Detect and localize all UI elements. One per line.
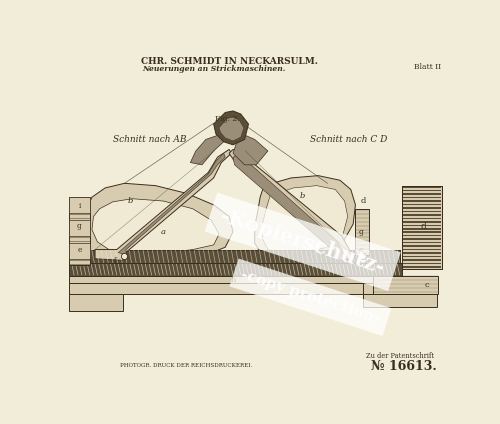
Bar (90, 250, 354, 263)
Text: Schnitt nach C D: Schnitt nach C D (310, 135, 388, 144)
Bar (363, 283, 437, 294)
Bar (68, 263, 402, 276)
Text: -copy protection-: -copy protection- (239, 268, 382, 326)
Polygon shape (229, 149, 353, 260)
Bar (363, 294, 437, 307)
Bar (402, 214, 442, 216)
Polygon shape (233, 153, 347, 260)
Polygon shape (190, 134, 224, 165)
Bar (402, 221, 442, 223)
Text: d: d (421, 222, 426, 231)
Text: b: b (300, 192, 306, 200)
Text: f: f (114, 257, 116, 265)
Text: i: i (78, 202, 80, 210)
Polygon shape (95, 149, 232, 260)
Bar (402, 232, 442, 233)
Text: № 16613.: № 16613. (370, 360, 436, 373)
Text: e: e (358, 245, 363, 254)
Text: d: d (360, 197, 366, 205)
Bar (372, 276, 438, 294)
Bar (68, 197, 90, 265)
Bar (68, 220, 90, 236)
Bar (402, 249, 442, 250)
Polygon shape (254, 176, 356, 260)
Text: Blatt II: Blatt II (414, 63, 440, 71)
Bar (354, 250, 401, 263)
Polygon shape (92, 199, 219, 254)
Bar (402, 186, 442, 269)
Bar (68, 197, 90, 212)
Bar (402, 190, 442, 191)
Polygon shape (214, 111, 248, 145)
Text: CHR. SCHMIDT IN NECKARSULM.: CHR. SCHMIDT IN NECKARSULM. (140, 57, 318, 66)
Bar (356, 209, 370, 255)
Polygon shape (233, 134, 268, 165)
Bar (402, 193, 442, 195)
Polygon shape (219, 117, 244, 141)
Circle shape (360, 254, 366, 259)
Bar (68, 283, 363, 294)
Text: g: g (77, 223, 82, 230)
Bar (402, 252, 442, 254)
Bar (402, 211, 442, 212)
Bar (402, 238, 442, 240)
Text: PHOTOGR. DRUCK DER REICHSDRUCKEREI.: PHOTOGR. DRUCK DER REICHSDRUCKEREI. (120, 363, 252, 368)
Text: b: b (128, 197, 134, 205)
Text: c: c (424, 281, 429, 289)
Bar (402, 245, 442, 247)
Text: g: g (358, 228, 364, 236)
Bar (402, 225, 442, 226)
Bar (402, 266, 442, 268)
Bar (68, 276, 402, 283)
Bar (402, 235, 442, 237)
Text: e: e (78, 245, 82, 254)
Text: -Kopierschutz-: -Kopierschutz- (218, 206, 388, 278)
Text: Neuerungen an Strickmaschinen.: Neuerungen an Strickmaschinen. (142, 65, 286, 73)
Bar (402, 187, 442, 188)
Bar (402, 197, 442, 198)
Bar (402, 207, 442, 209)
Bar (68, 243, 90, 259)
Bar (402, 262, 442, 264)
Bar (68, 294, 123, 311)
Bar (402, 218, 442, 219)
Bar (402, 228, 442, 229)
Polygon shape (118, 153, 225, 255)
Bar (402, 186, 442, 269)
Text: h: h (230, 276, 235, 284)
Text: Fig. 2.: Fig. 2. (216, 114, 240, 123)
Bar (402, 242, 442, 243)
Polygon shape (262, 186, 348, 254)
Circle shape (122, 254, 128, 259)
Bar (402, 204, 442, 205)
Polygon shape (84, 183, 233, 262)
Text: Zu der Patentschrift: Zu der Patentschrift (366, 352, 434, 360)
Bar (402, 200, 442, 202)
Bar (402, 256, 442, 257)
Text: Schnitt nach AB: Schnitt nach AB (113, 135, 186, 144)
Bar (402, 259, 442, 261)
Circle shape (360, 257, 366, 263)
Text: a: a (161, 228, 166, 236)
